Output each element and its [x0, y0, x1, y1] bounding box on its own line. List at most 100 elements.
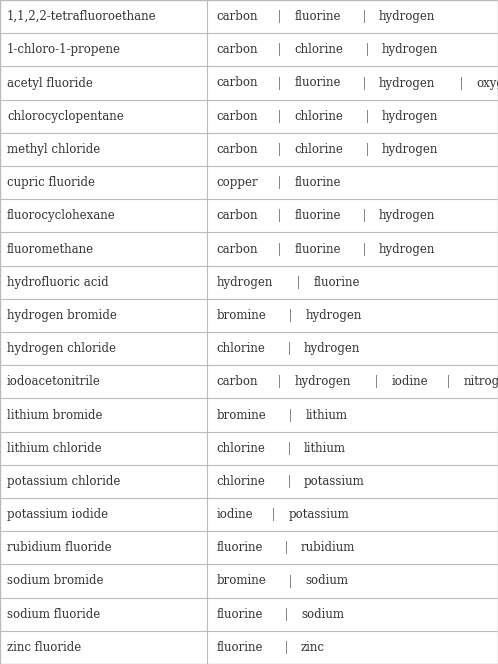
Text: hydrogen: hydrogen — [379, 242, 435, 256]
Text: sodium bromide: sodium bromide — [7, 574, 104, 588]
Text: iodine: iodine — [391, 375, 428, 388]
Text: |: | — [355, 76, 374, 90]
Text: |: | — [280, 475, 299, 488]
Text: |: | — [281, 408, 300, 422]
Text: hydrogen: hydrogen — [379, 76, 435, 90]
Text: |: | — [264, 508, 283, 521]
Text: lithium bromide: lithium bromide — [7, 408, 103, 422]
Text: fluorocyclohexane: fluorocyclohexane — [7, 209, 116, 222]
Text: lithium: lithium — [305, 408, 347, 422]
Text: fluorine: fluorine — [314, 276, 360, 289]
Text: cupric fluoride: cupric fluoride — [7, 176, 95, 189]
Text: chlorine: chlorine — [217, 442, 265, 455]
Text: potassium: potassium — [288, 508, 349, 521]
Text: fluorine: fluorine — [217, 608, 263, 621]
Text: chlorine: chlorine — [217, 475, 265, 488]
Text: |: | — [270, 10, 289, 23]
Text: |: | — [276, 541, 295, 554]
Text: hydrogen: hydrogen — [294, 375, 351, 388]
Text: |: | — [281, 309, 300, 322]
Text: |: | — [270, 242, 289, 256]
Text: |: | — [355, 10, 374, 23]
Text: hydrogen: hydrogen — [382, 110, 438, 123]
Text: carbon: carbon — [217, 209, 258, 222]
Text: |: | — [439, 375, 458, 388]
Text: |: | — [280, 442, 299, 455]
Text: fluorine: fluorine — [294, 76, 341, 90]
Text: hydrogen: hydrogen — [379, 10, 435, 23]
Text: |: | — [270, 143, 289, 156]
Text: carbon: carbon — [217, 76, 258, 90]
Text: |: | — [358, 110, 376, 123]
Text: |: | — [270, 43, 289, 56]
Text: |: | — [270, 375, 289, 388]
Text: |: | — [280, 342, 299, 355]
Text: chlorine: chlorine — [294, 43, 344, 56]
Text: bromine: bromine — [217, 408, 266, 422]
Text: chlorine: chlorine — [294, 110, 344, 123]
Text: lithium chloride: lithium chloride — [7, 442, 102, 455]
Text: fluorine: fluorine — [295, 176, 341, 189]
Text: bromine: bromine — [217, 574, 266, 588]
Text: potassium iodide: potassium iodide — [7, 508, 108, 521]
Text: iodine: iodine — [217, 508, 253, 521]
Text: fluoromethane: fluoromethane — [7, 242, 94, 256]
Text: sodium: sodium — [301, 608, 344, 621]
Text: |: | — [355, 209, 374, 222]
Text: |: | — [355, 242, 374, 256]
Text: sodium fluoride: sodium fluoride — [7, 608, 100, 621]
Text: chlorine: chlorine — [217, 342, 265, 355]
Text: hydrogen: hydrogen — [382, 143, 438, 156]
Text: carbon: carbon — [217, 143, 258, 156]
Text: methyl chloride: methyl chloride — [7, 143, 100, 156]
Text: |: | — [281, 574, 300, 588]
Text: |: | — [270, 176, 289, 189]
Text: |: | — [358, 43, 376, 56]
Text: hydrofluoric acid: hydrofluoric acid — [7, 276, 109, 289]
Text: carbon: carbon — [217, 43, 258, 56]
Text: |: | — [270, 76, 289, 90]
Text: hydrogen bromide: hydrogen bromide — [7, 309, 117, 322]
Text: zinc fluoride: zinc fluoride — [7, 641, 81, 654]
Text: chlorine: chlorine — [294, 143, 344, 156]
Text: sodium: sodium — [305, 574, 348, 588]
Text: |: | — [368, 375, 386, 388]
Text: copper: copper — [217, 176, 258, 189]
Text: acetyl fluoride: acetyl fluoride — [7, 76, 93, 90]
Text: fluorine: fluorine — [294, 10, 341, 23]
Text: fluorine: fluorine — [217, 641, 263, 654]
Text: bromine: bromine — [217, 309, 266, 322]
Text: |: | — [270, 209, 289, 222]
Text: fluorine: fluorine — [217, 541, 263, 554]
Text: 1,1,2,2-tetrafluoroethane: 1,1,2,2-tetrafluoroethane — [7, 10, 156, 23]
Text: |: | — [270, 110, 289, 123]
Text: |: | — [452, 76, 471, 90]
Text: 1-chloro-1-propene: 1-chloro-1-propene — [7, 43, 121, 56]
Text: |: | — [289, 276, 308, 289]
Text: chlorocyclopentane: chlorocyclopentane — [7, 110, 124, 123]
Text: potassium: potassium — [304, 475, 365, 488]
Text: |: | — [358, 143, 376, 156]
Text: |: | — [276, 641, 295, 654]
Text: iodoacetonitrile: iodoacetonitrile — [7, 375, 101, 388]
Text: rubidium: rubidium — [301, 541, 356, 554]
Text: hydrogen chloride: hydrogen chloride — [7, 342, 116, 355]
Text: |: | — [276, 608, 295, 621]
Text: hydrogen: hydrogen — [305, 309, 362, 322]
Text: carbon: carbon — [217, 10, 258, 23]
Text: carbon: carbon — [217, 242, 258, 256]
Text: carbon: carbon — [217, 375, 258, 388]
Text: fluorine: fluorine — [294, 209, 341, 222]
Text: nitrogen: nitrogen — [463, 375, 498, 388]
Text: fluorine: fluorine — [294, 242, 341, 256]
Text: hydrogen: hydrogen — [379, 209, 435, 222]
Text: zinc: zinc — [301, 641, 325, 654]
Text: oxygen: oxygen — [476, 76, 498, 90]
Text: hydrogen: hydrogen — [217, 276, 273, 289]
Text: rubidium fluoride: rubidium fluoride — [7, 541, 112, 554]
Text: carbon: carbon — [217, 110, 258, 123]
Text: lithium: lithium — [304, 442, 346, 455]
Text: potassium chloride: potassium chloride — [7, 475, 121, 488]
Text: hydrogen: hydrogen — [304, 342, 361, 355]
Text: hydrogen: hydrogen — [382, 43, 438, 56]
